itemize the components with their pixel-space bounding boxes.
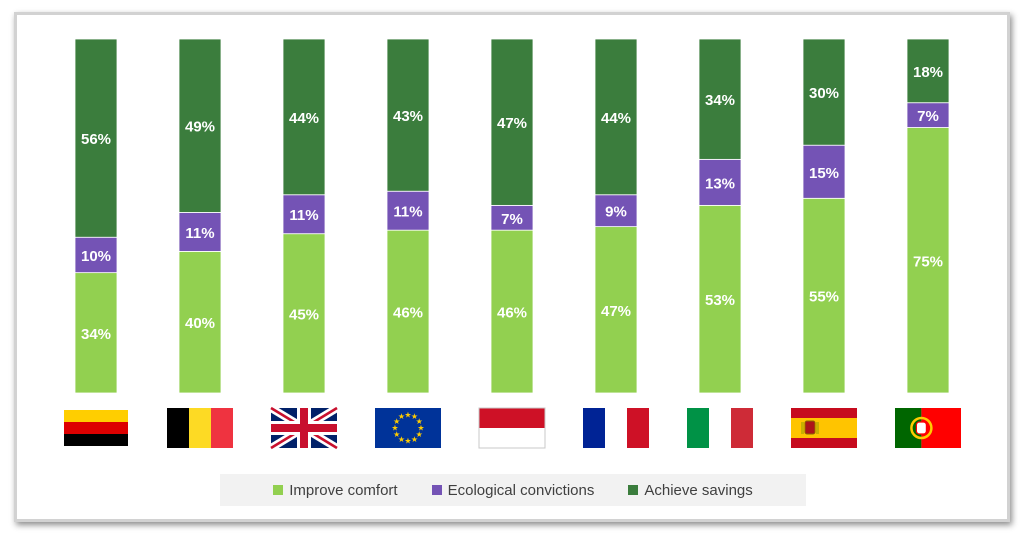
flags-layer: ★★★★★★★★★ ★ ★★ xyxy=(64,404,961,452)
data-labels-layer: 34% 10% 56% 40% 11% 49% 45% 11% 44% 46% 11% 43% 46% 7… xyxy=(81,64,943,343)
bar-segment-achieve-savings xyxy=(74,38,118,238)
bar-segment-improve-comfort xyxy=(906,127,950,394)
bar-segment-ecological-convictions xyxy=(490,204,534,231)
bar-segment-ecological-convictions xyxy=(178,212,222,252)
bar-segment-improve-comfort xyxy=(282,233,326,394)
eu-flag: ★★★★★★★★★ ★ ★★ xyxy=(375,408,441,448)
legend-swatch-ecological-convictions xyxy=(431,485,442,495)
data-label-improve-comfort: 45% xyxy=(289,306,319,323)
data-label-achieve-savings: 49% xyxy=(185,119,215,136)
data-label-ecological-convictions: 10% xyxy=(81,248,111,265)
svg-text:★: ★ xyxy=(416,417,423,426)
uk-flag xyxy=(268,404,340,452)
bars-layer xyxy=(74,38,950,394)
svg-text:★: ★ xyxy=(416,430,423,439)
svg-text:★: ★ xyxy=(398,412,405,421)
bar-segment-achieve-savings xyxy=(906,38,950,104)
germany-flag xyxy=(64,410,128,446)
bar-segment-improve-comfort xyxy=(178,250,222,394)
svg-text:★: ★ xyxy=(393,417,400,426)
bar-segment-ecological-convictions xyxy=(698,158,742,206)
spain-flag xyxy=(791,408,857,448)
data-label-achieve-savings: 18% xyxy=(913,64,943,81)
svg-text:★: ★ xyxy=(411,412,418,421)
data-label-ecological-convictions: 7% xyxy=(917,108,939,125)
data-label-improve-comfort: 75% xyxy=(913,253,943,270)
data-label-improve-comfort: 46% xyxy=(393,305,423,322)
france-flag xyxy=(583,408,649,448)
data-label-ecological-convictions: 11% xyxy=(289,207,318,224)
bar-segment-ecological-convictions xyxy=(594,194,638,228)
bar-segment-achieve-savings xyxy=(386,38,430,192)
legend-label-ecological-convictions: Ecological convictions xyxy=(447,481,595,499)
legend-item-achieve-savings: Achieve savings xyxy=(628,481,753,499)
bar-segment-achieve-savings xyxy=(698,38,742,160)
svg-text:★: ★ xyxy=(417,424,424,433)
data-label-ecological-convictions: 7% xyxy=(501,211,523,228)
data-label-ecological-convictions: 15% xyxy=(809,165,839,182)
data-label-achieve-savings: 34% xyxy=(705,92,735,109)
data-label-achieve-savings: 44% xyxy=(289,110,319,127)
data-label-improve-comfort: 40% xyxy=(185,315,215,332)
data-label-achieve-savings: 47% xyxy=(497,115,527,132)
bar-segment-ecological-convictions xyxy=(282,194,326,235)
legend-item-ecological-convictions: Ecological convictions xyxy=(431,481,595,499)
legend-swatch-achieve-savings xyxy=(628,485,639,495)
svg-text:★: ★ xyxy=(393,430,400,439)
data-label-improve-comfort: 34% xyxy=(81,326,111,343)
data-label-ecological-convictions: 11% xyxy=(393,204,422,221)
italy-flag xyxy=(687,408,753,448)
legend: Improve comfort Ecological convictions A… xyxy=(220,474,806,506)
bar-segment-improve-comfort xyxy=(386,229,430,394)
svg-text:★: ★ xyxy=(411,435,418,444)
data-label-improve-comfort: 53% xyxy=(705,292,735,309)
data-label-improve-comfort: 47% xyxy=(601,303,631,320)
data-label-achieve-savings: 44% xyxy=(601,110,631,127)
belgium-flag xyxy=(167,408,233,448)
bar-segment-ecological-convictions xyxy=(386,190,430,231)
bar-segment-improve-comfort xyxy=(698,204,742,394)
bar-segment-achieve-savings xyxy=(802,38,846,146)
bar-segment-improve-comfort xyxy=(594,226,638,394)
svg-text:★: ★ xyxy=(398,435,405,444)
data-label-improve-comfort: 55% xyxy=(809,289,839,306)
legend-swatch-improve-comfort xyxy=(273,485,284,495)
monaco-flag xyxy=(478,407,546,449)
data-label-achieve-savings: 43% xyxy=(393,108,423,125)
data-label-ecological-convictions: 13% xyxy=(705,175,735,192)
bar-segment-improve-comfort xyxy=(802,197,846,394)
data-label-achieve-savings: 30% xyxy=(809,85,839,102)
bar-segment-ecological-convictions xyxy=(906,102,950,128)
legend-label-improve-comfort: Improve comfort xyxy=(289,481,398,499)
portugal-flag xyxy=(895,408,961,448)
data-label-achieve-savings: 56% xyxy=(81,131,111,148)
data-label-improve-comfort: 46% xyxy=(497,305,527,322)
bar-segment-achieve-savings xyxy=(178,38,222,213)
data-label-ecological-convictions: 9% xyxy=(605,204,627,221)
bar-segment-ecological-convictions xyxy=(802,144,846,199)
bar-segment-achieve-savings xyxy=(594,38,638,196)
svg-text:★: ★ xyxy=(404,437,411,446)
bar-segment-achieve-savings xyxy=(490,38,534,206)
svg-text:★: ★ xyxy=(391,424,398,433)
svg-text:★: ★ xyxy=(404,411,411,420)
bar-segment-improve-comfort xyxy=(74,272,118,394)
bar-segment-achieve-savings xyxy=(282,38,326,196)
data-label-ecological-convictions: 11% xyxy=(185,225,214,242)
legend-label-achieve-savings: Achieve savings xyxy=(644,481,753,499)
legend-item-improve-comfort: Improve comfort xyxy=(273,481,398,499)
